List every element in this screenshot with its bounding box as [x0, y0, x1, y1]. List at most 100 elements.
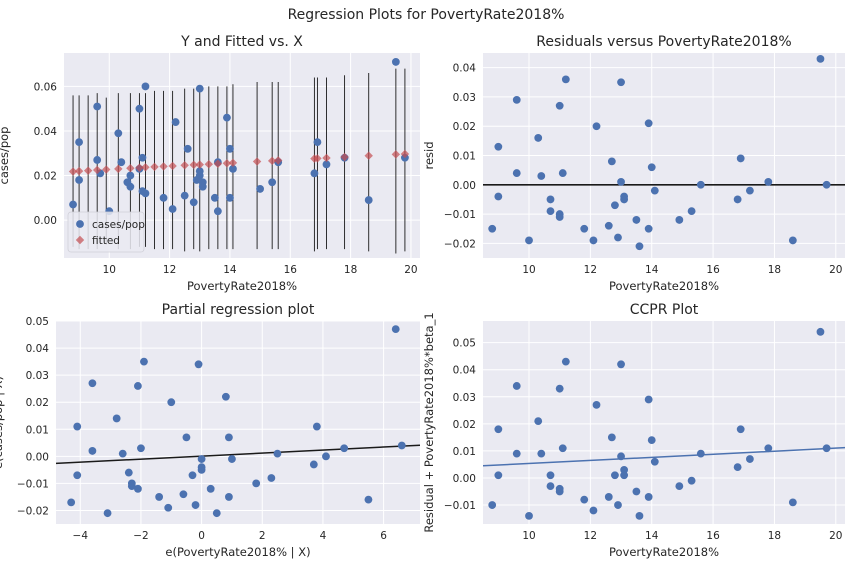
partreg-data-point [134, 382, 142, 390]
yfit-fitted-point [228, 158, 238, 168]
yfit-x-tick-label: 12 [163, 264, 176, 276]
resid-title: Residuals versus PovertyRate2018% [536, 34, 791, 50]
yfit-legend-marker-observed [76, 220, 84, 228]
ccpr-x-tick-label: 18 [768, 530, 781, 542]
ccpr-data-point [494, 425, 503, 434]
resid-data-point [537, 172, 546, 180]
yfit-data-point [223, 113, 231, 122]
partreg-data-point [228, 455, 236, 463]
yfit-fitted-point [274, 156, 283, 165]
yfit-fitted-point [313, 154, 322, 163]
yfit-data-point [268, 178, 277, 187]
yfit-data-point [364, 196, 373, 204]
ccpr-data-point [764, 444, 773, 453]
yfit-x-tick-label: 14 [223, 264, 237, 276]
yfit-data-point [310, 169, 319, 178]
ccpr-data-point [537, 449, 546, 458]
partreg-data-point [67, 498, 76, 507]
partreg-x-tick-label: 0 [198, 530, 205, 542]
resid-data-point [611, 201, 619, 210]
yfit-data-point [256, 185, 265, 193]
resid-data-point [604, 221, 613, 230]
ccpr-x-tick-label: 16 [706, 530, 720, 542]
resid-data-point [696, 180, 705, 189]
resid-data-point [617, 177, 625, 186]
ccpr-axes-background [483, 321, 845, 524]
yfit-fitted-point [150, 162, 159, 172]
ccpr-x-tick-label: 10 [522, 530, 535, 542]
partreg-ylabel: e(cases/pop | X) [0, 376, 5, 469]
partreg-data-point [391, 325, 400, 334]
ccpr-data-point [555, 384, 564, 393]
yfit-data-point [171, 118, 180, 126]
yfit-legend-box [67, 211, 145, 253]
resid-data-point [512, 95, 521, 104]
ccpr-data-point [647, 436, 656, 444]
yfit-data-point [117, 158, 126, 167]
yfit-data-point [180, 191, 189, 200]
yfit-data-point [189, 198, 198, 207]
resid-data-point [580, 224, 589, 233]
resid-data-point [614, 233, 622, 242]
resid-data-point [822, 180, 831, 189]
ccpr-y-tick-label: 0.00 [453, 473, 476, 485]
ccpr-data-point [580, 495, 589, 504]
partreg-data-point [206, 484, 215, 493]
resid-data-point [607, 157, 616, 166]
ccpr-x-tick-label: 12 [584, 530, 597, 542]
ccpr-data-point [494, 471, 503, 480]
partreg-x-tick-label: −2 [133, 530, 148, 542]
resid-data-point [816, 54, 825, 63]
yfit-data-point [69, 200, 77, 209]
yfit-x-tick-label: 16 [284, 264, 298, 276]
partreg-y-tick-label: 0.04 [26, 343, 50, 355]
partreg-x-tick-label: 4 [320, 530, 327, 542]
resid-data-point [558, 169, 567, 177]
yfit-data-point [114, 129, 123, 138]
partreg-data-point [124, 468, 133, 477]
resid-y-tick-label: 0.00 [453, 180, 476, 192]
yfit-data-point [75, 138, 83, 147]
ccpr-data-point [696, 449, 705, 458]
ccpr-data-point [736, 425, 745, 434]
partreg-fit-line [56, 444, 420, 465]
partreg-axes-background [56, 321, 420, 524]
resid-y-tick-label: −0.02 [444, 238, 476, 250]
ccpr-data-point [675, 482, 684, 491]
ccpr-y-tick-label: 0.05 [453, 338, 476, 350]
resid-data-point [546, 195, 555, 204]
ccpr-data-point [733, 463, 742, 472]
partreg-data-point [155, 493, 164, 501]
figure-suptitle: Regression Plots for PovertyRate2018% [288, 7, 565, 23]
ccpr-data-point [635, 511, 644, 520]
yfit-x-tick-label: 10 [103, 264, 116, 276]
partreg-data-point [134, 484, 142, 493]
yfit-data-point [198, 182, 207, 191]
yfit-data-point [141, 189, 150, 198]
resid-data-point [494, 142, 503, 151]
ccpr-data-point [546, 471, 555, 480]
resid-data-point [647, 163, 656, 172]
yfit-data-point [322, 160, 331, 169]
resid-x-tick-label: 18 [768, 264, 781, 276]
partreg-data-point [225, 493, 233, 501]
yfit-fitted-point [92, 165, 102, 175]
yfit-y-tick-label: 0.04 [34, 126, 58, 138]
yfit-legend-entry: fitted [92, 235, 120, 247]
resid-data-point [512, 169, 521, 177]
ccpr-y-tick-label: 0.02 [453, 419, 476, 431]
ccpr-data-point [617, 452, 625, 461]
partreg-data-point [191, 501, 200, 509]
resid-y-tick-label: −0.01 [444, 209, 476, 221]
yfit-fitted-point [391, 150, 401, 159]
yfit-fitted-point [168, 161, 177, 171]
ccpr-data-point [561, 357, 570, 366]
partreg-data-point [194, 360, 203, 369]
yfit-fitted-point [364, 151, 373, 160]
partreg-data-point [88, 379, 97, 388]
yfit-fitted-point [159, 162, 168, 171]
yfit-data-point [75, 176, 83, 184]
partreg-data-point [309, 460, 318, 469]
ccpr-data-point [650, 457, 659, 466]
partreg-x-tick-label: 2 [259, 530, 266, 542]
